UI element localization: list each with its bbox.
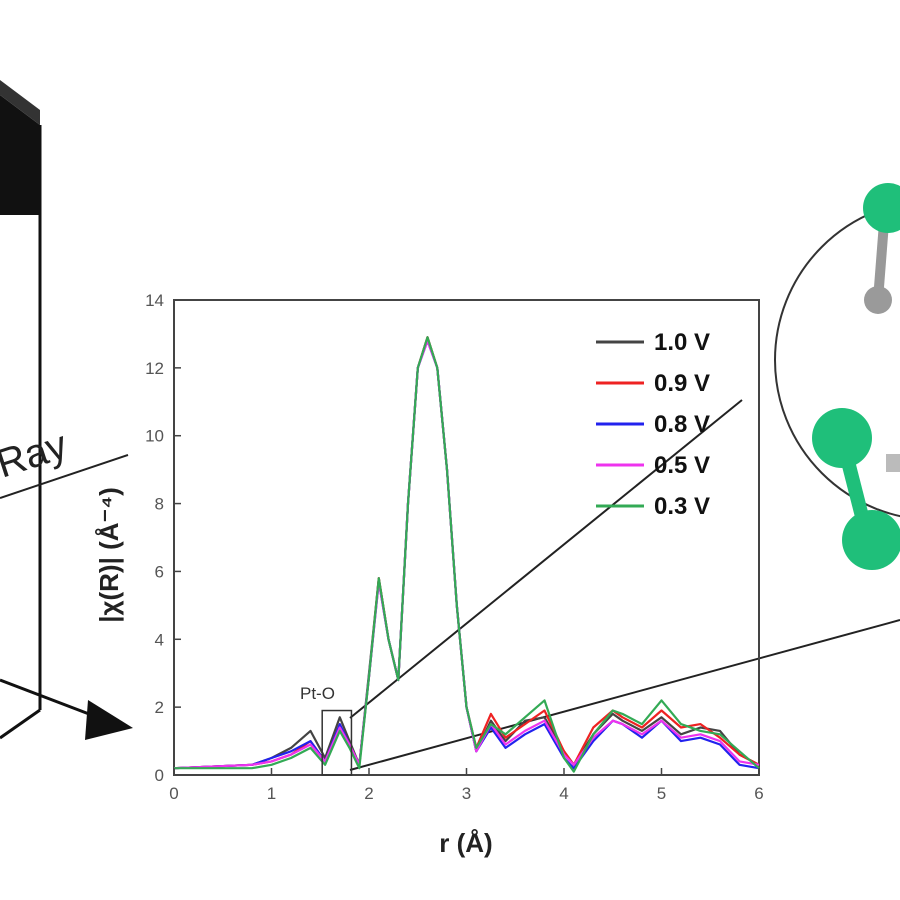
- x-axis: 0 1 2 3 4 5 6: [169, 768, 764, 803]
- zoom-line-upper: [349, 399, 743, 719]
- x-tick-label: 1: [267, 784, 276, 803]
- x-tick-label: 3: [462, 784, 471, 803]
- x-tick-label: 4: [559, 784, 568, 803]
- o-atom-top: [864, 286, 892, 314]
- o-atom-partial: [886, 454, 900, 472]
- x-tick-label: 6: [754, 784, 763, 803]
- legend: 1.0 V 0.9 V 0.8 V 0.5 V 0.3 V: [596, 329, 710, 520]
- y-tick-label: 12: [145, 359, 164, 378]
- x-tick-label: 0: [169, 784, 178, 803]
- y-tick-label: 6: [155, 562, 164, 581]
- y-tick-label: 2: [155, 698, 164, 717]
- y-tick-label: 14: [145, 291, 164, 310]
- zoom-line-lower: [349, 619, 900, 771]
- legend-label-1: 0.9 V: [654, 370, 710, 397]
- y-tick-label: 8: [155, 495, 164, 514]
- cell-top-face: [0, 95, 40, 215]
- legend-label-2: 0.8 V: [654, 411, 710, 438]
- y-axis-title: |χ(R)| (Å⁻⁴): [94, 487, 124, 623]
- sample-cell-illustration: Ray: [0, 80, 133, 740]
- y-tick-label: 0: [155, 766, 164, 785]
- series-line-4: [174, 336, 760, 773]
- y-axis: 0 2 4 6 8 10 12 14: [145, 291, 181, 785]
- pt-o-region-box: [321, 709, 353, 776]
- ray-line: [0, 454, 129, 499]
- annotation-pt-o: Pt-O: [300, 684, 335, 703]
- x-tick-label: 5: [657, 784, 666, 803]
- structure-inset: [349, 183, 900, 771]
- legend-label-0: 1.0 V: [654, 329, 710, 356]
- y-tick-label: 4: [155, 630, 164, 649]
- cell-bottom-edge: [0, 708, 41, 740]
- x-tick-label: 2: [364, 784, 373, 803]
- pt-atom-bottom: [842, 510, 900, 570]
- beam-arrow-head: [85, 700, 133, 740]
- pt-atom-top: [863, 183, 900, 233]
- x-axis-title: r (Å): [439, 828, 492, 858]
- y-tick-label: 10: [145, 427, 164, 446]
- pt-atom-left: [812, 408, 872, 468]
- series-layer: [173, 336, 760, 773]
- legend-label-4: 0.3 V: [654, 493, 710, 520]
- cell-top-edge: [0, 80, 40, 125]
- legend-label-3: 0.5 V: [654, 452, 710, 479]
